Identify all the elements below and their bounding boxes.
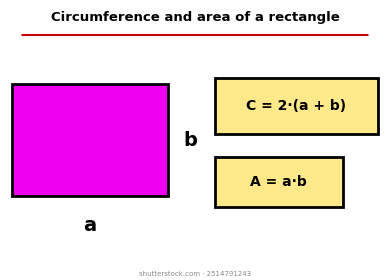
FancyBboxPatch shape: [215, 78, 378, 134]
FancyBboxPatch shape: [12, 84, 168, 196]
Text: a: a: [83, 216, 96, 235]
Text: C = 2·(a + b): C = 2·(a + b): [246, 99, 346, 113]
Text: b: b: [183, 130, 197, 150]
Text: A = a·b: A = a·b: [250, 175, 307, 189]
Text: Circumference and area of a rectangle: Circumference and area of a rectangle: [51, 11, 339, 24]
Text: shutterstock.com · 2514791243: shutterstock.com · 2514791243: [139, 271, 251, 277]
FancyBboxPatch shape: [215, 157, 343, 207]
